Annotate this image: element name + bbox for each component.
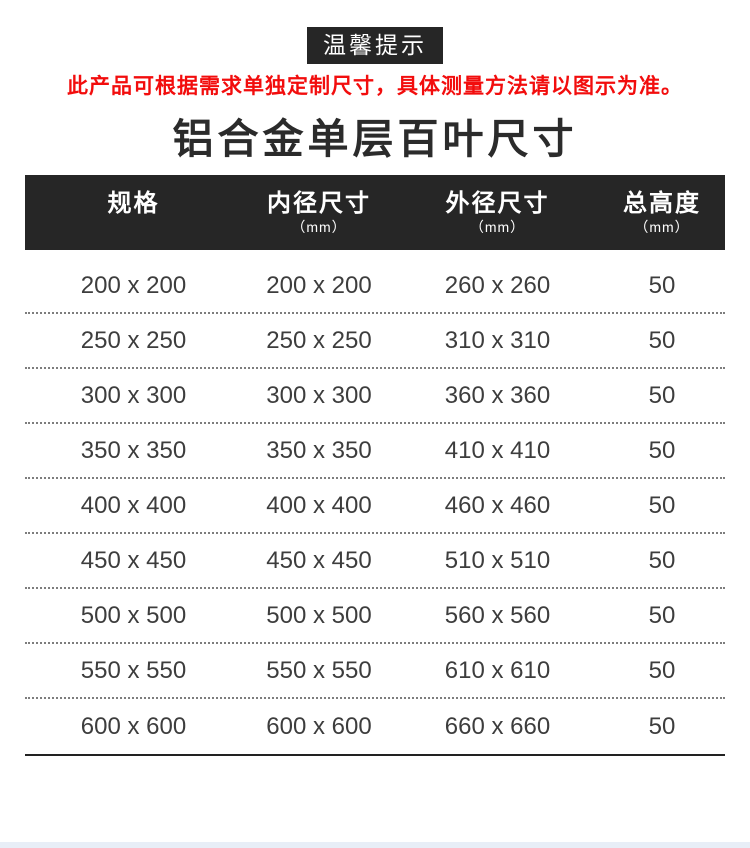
cell-inner-size: 250 x 250: [266, 326, 372, 354]
table-row: 300 x 300 300 x 300 360 x 360 50: [25, 369, 725, 424]
page-title: 铝合金单层百叶尺寸: [172, 116, 578, 162]
cell-outer-size: 660 x 660: [444, 712, 551, 740]
cell-total-height: 50: [648, 712, 676, 740]
header-unit: （mm）: [634, 219, 690, 235]
cell-outer-size: 360 x 360: [444, 381, 551, 409]
cell-total-height: 50: [648, 271, 676, 299]
cell-total-height: 50: [648, 546, 676, 574]
header-cell-spec: 规格: [25, 189, 242, 236]
cell-spec: 550 x 550: [80, 656, 187, 684]
header-label: 规格: [107, 190, 160, 217]
cell-spec: 350 x 350: [80, 436, 187, 464]
cell-spec: 600 x 600: [80, 712, 187, 740]
cell-outer-size: 510 x 510: [444, 546, 551, 574]
custom-size-notice: 此产品可根据需求单独定制尺寸，具体测量方法请以图示为准。: [67, 75, 683, 98]
table-row: 550 x 550 550 x 550 610 x 610 50: [25, 644, 725, 699]
cell-total-height: 50: [648, 491, 676, 519]
cell-total-height: 50: [648, 601, 676, 629]
cell-spec: 300 x 300: [80, 381, 187, 409]
cell-total-height: 50: [648, 326, 676, 354]
header-unit: （mm）: [469, 219, 526, 235]
cell-outer-size: 560 x 560: [444, 601, 551, 629]
table-header: 规格 内径尺寸 （mm） 外径尺寸 （mm） 总高度 （mm）: [25, 175, 725, 250]
table-row: 350 x 350 350 x 350 410 x 410 50: [25, 424, 725, 479]
header-label: 内径尺寸: [267, 190, 371, 217]
header-cell-inner-size: 内径尺寸 （mm）: [242, 189, 396, 236]
cell-inner-size: 400 x 400: [266, 491, 372, 519]
cell-spec: 500 x 500: [80, 601, 187, 629]
cell-inner-size: 300 x 300: [266, 381, 372, 409]
size-spec-table: 规格 内径尺寸 （mm） 外径尺寸 （mm） 总高度 （mm） 200 x 20…: [25, 175, 725, 756]
cell-outer-size: 610 x 610: [444, 656, 551, 684]
cell-inner-size: 350 x 350: [266, 436, 372, 464]
table-body: 200 x 200 200 x 200 260 x 260 50 250 x 2…: [25, 250, 725, 756]
header-cell-total-height: 总高度 （mm）: [599, 189, 725, 236]
cell-inner-size: 500 x 500: [266, 601, 372, 629]
table-row: 500 x 500 500 x 500 560 x 560 50: [25, 589, 725, 644]
cell-inner-size: 450 x 450: [266, 546, 372, 574]
cell-spec: 200 x 200: [80, 271, 187, 299]
footer-strip: [0, 842, 750, 848]
product-spec-page: 温馨提示 此产品可根据需求单独定制尺寸，具体测量方法请以图示为准。 铝合金单层百…: [0, 27, 750, 848]
header-label: 外径尺寸: [445, 190, 550, 217]
table-row: 200 x 200 200 x 200 260 x 260 50: [25, 259, 725, 314]
header-unit: （mm）: [291, 219, 347, 235]
table-row: 600 x 600 600 x 600 660 x 660 50: [25, 699, 725, 754]
cell-spec: 450 x 450: [80, 546, 187, 574]
cell-inner-size: 550 x 550: [266, 656, 372, 684]
cell-outer-size: 260 x 260: [444, 271, 551, 299]
tip-badge: 温馨提示: [307, 27, 443, 64]
table-row: 400 x 400 400 x 400 460 x 460 50: [25, 479, 725, 534]
cell-outer-size: 460 x 460: [444, 491, 551, 519]
table-row: 250 x 250 250 x 250 310 x 310 50: [25, 314, 725, 369]
cell-spec: 400 x 400: [80, 491, 187, 519]
cell-spec: 250 x 250: [80, 326, 187, 354]
table-row: 450 x 450 450 x 450 510 x 510 50: [25, 534, 725, 589]
header-cell-outer-size: 外径尺寸 （mm）: [396, 189, 599, 236]
cell-inner-size: 600 x 600: [266, 712, 372, 740]
cell-total-height: 50: [648, 381, 676, 409]
header-label: 总高度: [623, 190, 701, 217]
cell-inner-size: 200 x 200: [266, 271, 372, 299]
cell-outer-size: 410 x 410: [444, 436, 551, 464]
cell-outer-size: 310 x 310: [444, 326, 551, 354]
cell-total-height: 50: [648, 436, 676, 464]
cell-total-height: 50: [648, 656, 676, 684]
